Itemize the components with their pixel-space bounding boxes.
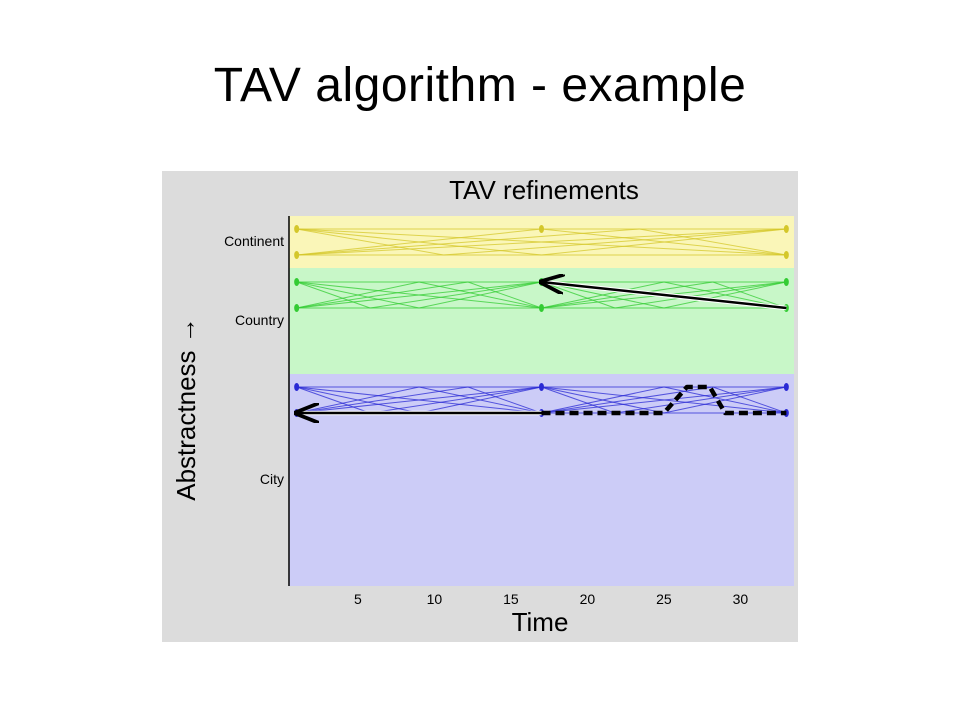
x-tick-label: 15 — [503, 591, 519, 607]
chart-title: TAV refinements — [449, 175, 639, 205]
country-transition-0-8 — [296, 281, 371, 309]
city-transition-0-11 — [467, 386, 542, 414]
country-transition-0-9 — [370, 281, 542, 309]
x-tick-label: 20 — [580, 591, 596, 607]
city-level-label: City — [260, 471, 284, 487]
state-nodes — [294, 225, 789, 417]
x-tick-label: 10 — [427, 591, 443, 607]
city-transition-1-3 — [541, 386, 787, 414]
country-transition-1-11 — [712, 281, 787, 309]
tav-refinements-chart: TAV refinements Continent Country City 5 10… — [171, 175, 794, 637]
city-transition-0-10 — [296, 386, 469, 414]
continent-state-node — [539, 225, 544, 233]
x-tick-label: 5 — [354, 591, 362, 607]
city-state-node — [783, 383, 789, 391]
country-transition-1-9 — [614, 281, 787, 309]
country-level-label: Country — [235, 312, 284, 328]
city-transition-1-6 — [541, 386, 665, 414]
city-transition-1-8 — [541, 386, 616, 414]
level-bands — [289, 216, 794, 586]
country-transition-0-3 — [296, 281, 542, 309]
city-transition-0-8 — [296, 386, 371, 414]
continent-transition-0-10 — [296, 228, 640, 256]
city-transition-0-9 — [370, 386, 542, 414]
city-state-node — [294, 383, 300, 391]
country-transition-0-6 — [296, 281, 420, 309]
city-transition-1-10 — [541, 386, 713, 414]
slide-title: TAV algorithm - example — [213, 59, 747, 112]
country-transition-0-11 — [467, 281, 542, 309]
continent-level-label: Continent — [224, 233, 284, 249]
continent-state-node — [783, 225, 789, 233]
city-transition-1-9 — [614, 386, 787, 414]
continent-transition-0-8 — [296, 228, 444, 256]
city-state-node — [539, 383, 544, 391]
y-axis-label: Abstractness → — [171, 317, 201, 501]
country-state-node — [539, 304, 544, 312]
continent-transition-0-3 — [296, 228, 787, 256]
dashed-refinement-path — [541, 384, 787, 416]
city-transition-1-11 — [712, 386, 787, 414]
x-tick-label: 30 — [733, 591, 749, 607]
tav-chart-figure: TAV refinements Continent Country City 5 10… — [162, 171, 798, 642]
x-tick-label: 25 — [656, 591, 672, 607]
continent-transition-0-6 — [296, 228, 542, 256]
x-axis-label: Time — [512, 607, 569, 637]
country-transition-0-10 — [296, 281, 469, 309]
continent-state-node — [294, 225, 300, 233]
country-state-node — [294, 278, 300, 286]
continent-state-node — [294, 251, 300, 259]
country-state-node — [783, 278, 789, 286]
arrow-refinement-path-0 — [542, 282, 787, 310]
continent-transition-0-9 — [443, 228, 787, 256]
city-transition-0-3 — [296, 386, 542, 414]
country-transition-1-6 — [541, 281, 665, 309]
x-tick-labels: 5 10 15 20 25 30 — [354, 591, 748, 607]
country-transition-1-10 — [541, 281, 713, 309]
level-labels: Continent Country City — [224, 233, 284, 487]
refinement-paths — [297, 282, 787, 413]
continent-state-node — [783, 251, 789, 259]
country-state-node — [294, 304, 300, 312]
continent-transition-0-11 — [639, 228, 787, 256]
